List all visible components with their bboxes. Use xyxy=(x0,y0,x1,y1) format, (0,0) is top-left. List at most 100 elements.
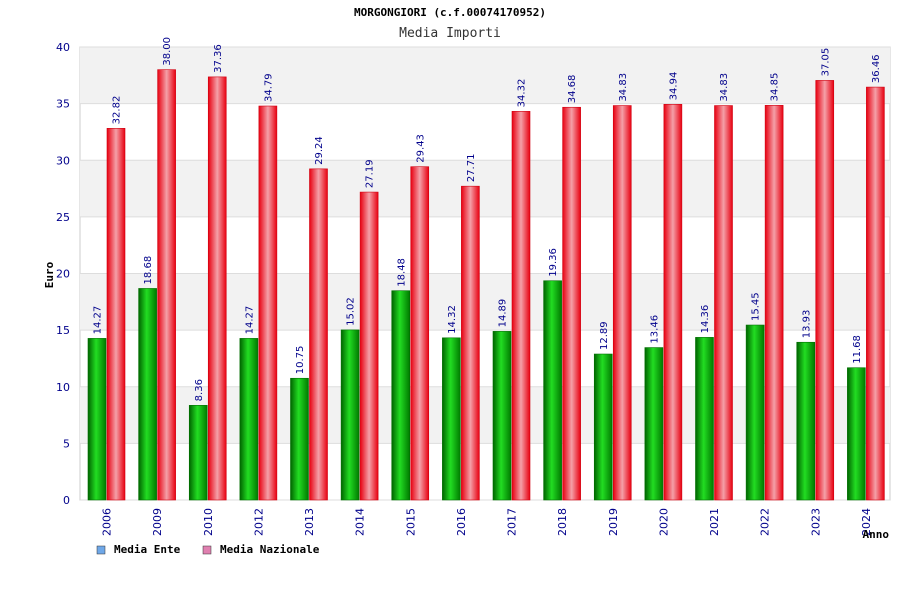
bar-media-nazionale-2020 xyxy=(663,104,683,501)
bar-media-ente-2010 xyxy=(188,405,208,501)
bar-value-label: 29.24 xyxy=(314,136,325,165)
y-tick-label: 40 xyxy=(56,41,70,54)
bar-value-label: 18.68 xyxy=(143,256,154,285)
bar-value-label: 14.27 xyxy=(244,306,255,335)
bar-value-label: 13.93 xyxy=(801,310,812,339)
bar-value-label: 34.85 xyxy=(770,73,781,102)
y-tick-label: 10 xyxy=(56,381,70,394)
bar-media-nazionale-2013 xyxy=(309,168,328,501)
bar-value-label: 37.36 xyxy=(213,44,224,73)
bar-media-ente-2020 xyxy=(644,347,664,501)
legend-label-media-nazionale: Media Nazionale xyxy=(220,543,320,556)
legend: Media Ente Media Nazionale xyxy=(96,543,320,556)
bar-value-label: 14.36 xyxy=(700,305,711,334)
legend-swatch-media-ente xyxy=(96,545,106,555)
x-tick-label: 2018 xyxy=(556,508,569,536)
bar-value-label: 13.46 xyxy=(649,315,660,344)
y-tick-label: 20 xyxy=(56,268,70,281)
bar-value-label: 38.00 xyxy=(162,37,173,66)
x-tick-label: 2014 xyxy=(354,508,367,536)
y-tick-label: 0 xyxy=(63,494,70,507)
bar-media-nazionale-2009 xyxy=(157,69,176,501)
y-tick-label: 35 xyxy=(56,98,70,111)
bar-value-label: 34.83 xyxy=(719,73,730,102)
x-tick-label: 2013 xyxy=(303,508,316,536)
chart-subtitle: Media Importi xyxy=(399,26,501,41)
x-tick-label: 2024 xyxy=(860,508,873,536)
bar-media-nazionale-2018 xyxy=(562,106,581,501)
x-tick-label: 2006 xyxy=(101,508,114,536)
x-tick-label: 2021 xyxy=(708,508,721,536)
bar-media-ente-2016 xyxy=(442,337,461,501)
bar-media-ente-2013 xyxy=(290,377,309,501)
bar-media-nazionale-2010 xyxy=(207,76,227,501)
bar-value-label: 34.83 xyxy=(618,73,629,102)
chart-title: MORGONGIORI (c.f.00074170952) xyxy=(354,6,546,19)
bar-media-nazionale-2017 xyxy=(511,111,531,501)
bar-media-nazionale-2015 xyxy=(410,166,430,501)
bar-value-label: 12.89 xyxy=(599,321,610,350)
bar-value-label: 37.05 xyxy=(820,48,831,77)
bar-media-nazionale-2019 xyxy=(612,105,632,501)
bar-value-label: 36.46 xyxy=(871,54,882,83)
x-tick-label: 2010 xyxy=(202,508,215,536)
bar-media-ente-2021 xyxy=(695,337,714,501)
legend-label-media-ente: Media Ente xyxy=(114,543,181,556)
bar-value-label: 34.94 xyxy=(668,72,679,101)
x-tick-label: 2015 xyxy=(404,508,417,536)
x-tick-label: 2023 xyxy=(809,508,822,536)
x-tick-label: 2012 xyxy=(252,508,265,536)
bar-media-ente-2006 xyxy=(87,338,107,501)
bar-media-ente-2014 xyxy=(340,329,360,501)
y-tick-label: 25 xyxy=(56,211,70,224)
bar-media-nazionale-2014 xyxy=(359,191,379,501)
legend-swatch-media-nazionale xyxy=(202,545,212,555)
y-tick-label: 30 xyxy=(56,154,70,167)
x-tick-label: 2009 xyxy=(151,508,164,536)
bar-media-ente-2022 xyxy=(745,324,765,501)
bar-value-label: 27.19 xyxy=(365,159,376,188)
bar-media-nazionale-2022 xyxy=(764,105,784,501)
bar-value-label: 34.79 xyxy=(263,73,274,102)
value-labels: 14.27 32.82 18.68 38.00 8.36 37.36 14.27 34.79 1… xyxy=(93,37,882,401)
bar-media-ente-2012 xyxy=(239,338,259,501)
bar-value-label: 32.82 xyxy=(112,96,123,125)
bar-media-ente-2009 xyxy=(138,288,157,501)
y-axis-label: Euro xyxy=(43,261,56,288)
bar-media-ente-2018 xyxy=(543,280,562,501)
bar-media-ente-2015 xyxy=(391,290,411,501)
bar-value-label: 29.43 xyxy=(415,134,426,163)
y-tick-label: 5 xyxy=(63,437,70,450)
bar-value-label: 27.71 xyxy=(466,154,477,183)
bar-value-label: 19.36 xyxy=(548,248,559,277)
x-axis-ticks: 2006 2009 2010 2012 2013 2014 2015 2016 2017 2018… xyxy=(101,508,873,536)
x-tick-label: 2017 xyxy=(506,508,519,536)
bar-value-label: 10.75 xyxy=(295,346,306,375)
bars xyxy=(87,69,885,501)
bar-media-ente-2019 xyxy=(593,353,613,501)
bar-value-label: 14.89 xyxy=(498,299,509,328)
bar-media-nazionale-2021 xyxy=(714,105,733,501)
bar-value-label: 15.45 xyxy=(751,292,762,321)
bar-media-ente-2023 xyxy=(796,341,816,501)
bar-media-nazionale-2023 xyxy=(815,80,835,501)
y-axis-ticks: 0 5 10 15 20 25 30 35 40 xyxy=(56,41,70,507)
bar-value-label: 14.27 xyxy=(93,306,104,335)
bar-value-label: 15.02 xyxy=(346,297,357,326)
x-tick-label: 2020 xyxy=(657,508,670,536)
x-tick-label: 2022 xyxy=(759,508,772,536)
bar-media-nazionale-2012 xyxy=(258,105,278,501)
bar-media-nazionale-2016 xyxy=(461,185,480,501)
x-tick-label: 2019 xyxy=(607,508,620,536)
bar-media-nazionale-2024 xyxy=(866,86,885,501)
x-axis-label: Anno xyxy=(863,528,890,541)
bar-value-label: 8.36 xyxy=(194,379,205,401)
y-tick-label: 15 xyxy=(56,324,70,337)
bar-value-label: 34.68 xyxy=(567,75,578,104)
x-tick-label: 2016 xyxy=(455,508,468,536)
bar-media-ente-2017 xyxy=(492,331,512,501)
bar-value-label: 14.32 xyxy=(447,305,458,334)
bar-value-label: 18.48 xyxy=(396,258,407,287)
bar-value-label: 34.32 xyxy=(517,79,528,108)
